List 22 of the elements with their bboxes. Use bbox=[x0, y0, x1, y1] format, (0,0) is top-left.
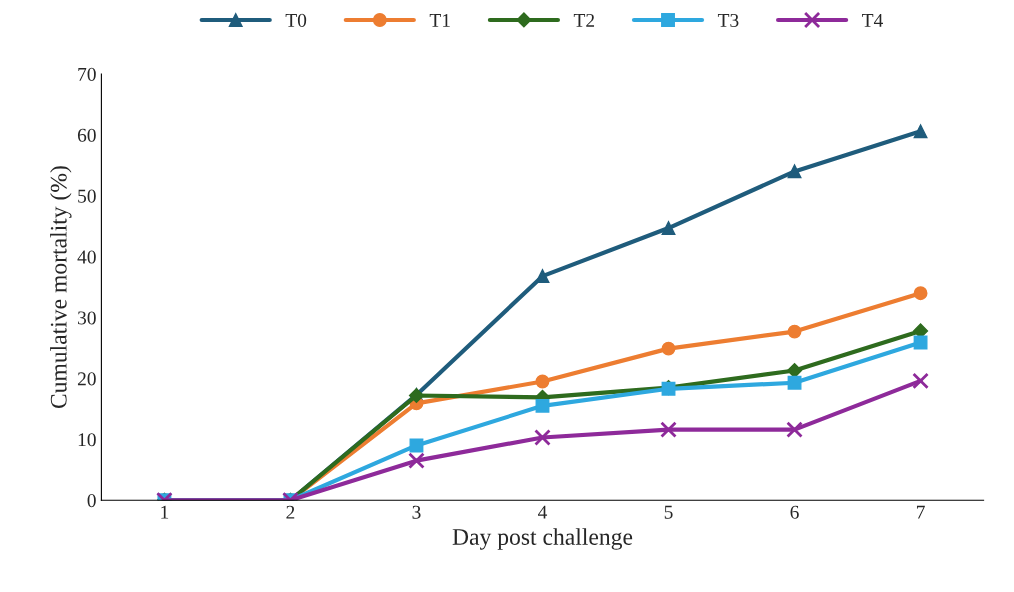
legend-label: T0 bbox=[285, 13, 307, 27]
y-tick-label: 40 bbox=[77, 250, 96, 264]
x-tick-label: 2 bbox=[286, 505, 295, 519]
x-tick-label: 1 bbox=[161, 505, 169, 519]
y-tick-label: 70 bbox=[78, 67, 96, 81]
y-axis-title: Cumulative mortality (%) bbox=[50, 166, 72, 409]
y-tick-label: 60 bbox=[77, 128, 96, 142]
x-tick-label: 7 bbox=[916, 505, 925, 519]
y-tick-label: 50 bbox=[78, 189, 96, 203]
legend-label: T2 bbox=[573, 13, 595, 27]
legend-label: T3 bbox=[717, 13, 739, 27]
y-tick-label: 10 bbox=[78, 433, 96, 447]
x-tick-label: 4 bbox=[538, 505, 548, 519]
y-tick-label: 30 bbox=[78, 311, 96, 325]
legend-label: T1 bbox=[429, 13, 450, 27]
y-tick-label: 20 bbox=[77, 372, 96, 386]
y-tick-label: 0 bbox=[87, 494, 96, 508]
x-axis-title: Day post challenge bbox=[452, 528, 633, 550]
x-tick-label: 3 bbox=[412, 505, 421, 519]
legend-label: T4 bbox=[862, 13, 883, 27]
x-tick-label: 5 bbox=[664, 505, 673, 519]
x-tick-label: 6 bbox=[790, 505, 799, 519]
